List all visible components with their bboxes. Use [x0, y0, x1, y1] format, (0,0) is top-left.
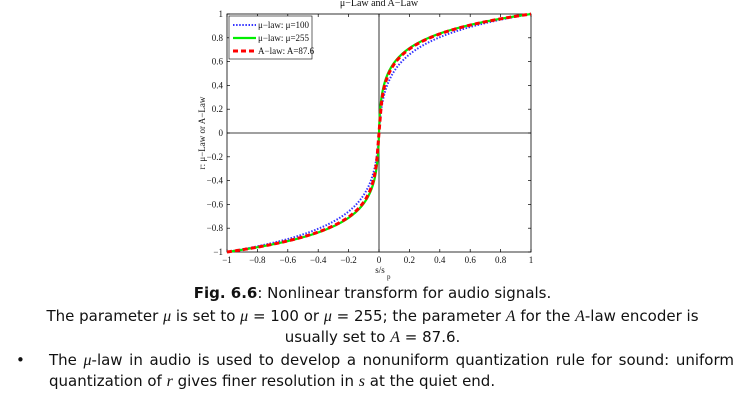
- y-tick-label: 0.8: [212, 33, 224, 43]
- x-tick-label: −0.6: [280, 255, 297, 265]
- y-tick-label: −0.6: [207, 199, 224, 209]
- param-text-3: = 100 or: [248, 307, 324, 325]
- y-axis-label: r: μ−Law or A−Law: [197, 96, 207, 169]
- bullet-text-3: gives finer resolution in: [172, 372, 359, 390]
- bullet-text: The μ-law in audio is used to develop a …: [49, 350, 734, 392]
- y-tick-label: 0: [219, 128, 224, 138]
- legend-label-3: A−law: A=87.6: [258, 46, 315, 56]
- a-symbol: A: [390, 329, 401, 346]
- x-tick-label: 0.8: [495, 255, 507, 265]
- y-tick-label: 0.4: [212, 80, 224, 90]
- parameter-paragraph: The parameter μ is set to μ = 100 or μ =…: [0, 306, 745, 348]
- mu-symbol: μ: [83, 352, 92, 369]
- legend-label-1: μ−law: μ=100: [258, 20, 310, 30]
- mu-symbol: μ: [323, 308, 332, 325]
- x-tick-label: 0.2: [404, 255, 415, 265]
- chart-svg: −1−1 −0.8 −0.8 −0.6 −0.6 −0.4 −0.4 −0.2 −0.2 0 0 0.…: [197, 0, 534, 281]
- mu-symbol: μ: [240, 308, 249, 325]
- x-tick-label: −0.8: [249, 255, 266, 265]
- y-tick-label: 0.6: [212, 57, 224, 67]
- series-line-1: [226, 13, 532, 253]
- figure-label: Fig. 6.6: [193, 284, 258, 302]
- x-tick-label: −0.2: [340, 255, 356, 265]
- x-tick-label: 0: [377, 255, 382, 265]
- figure-caption-text: : Nonlinear transform for audio signals.: [257, 284, 552, 302]
- param-text-4: = 255; the parameter: [331, 307, 506, 325]
- bullet-text-4: at the quiet end.: [365, 372, 496, 390]
- y-tick-label: −0.8: [207, 223, 224, 233]
- s-symbol: s: [358, 373, 365, 390]
- x-axis-label: s/s: [375, 265, 385, 275]
- param-text-2: is set to: [171, 307, 241, 325]
- y-tick-label: −1: [213, 247, 223, 257]
- param-text-6: -law encoder is usually set to: [284, 307, 699, 346]
- x-tick-label: 0.4: [434, 255, 446, 265]
- bullet-dot: •: [16, 351, 25, 369]
- bullet-text-2: -law in audio is used to develop a nonun…: [49, 351, 734, 390]
- y-tick-label: 1: [219, 9, 224, 19]
- y-tick-label: −0.2: [207, 152, 223, 162]
- bullet-text-1: The: [49, 351, 84, 369]
- x-tick-label: 0.6: [465, 255, 477, 265]
- param-text-1: The parameter: [46, 307, 164, 325]
- a-symbol: A: [505, 308, 516, 325]
- chart-title: μ−Law and A−Law: [340, 0, 419, 9]
- series-line-3: [226, 12, 532, 254]
- x-tick-label: −1: [222, 255, 232, 265]
- figure-caption: Fig. 6.6: Nonlinear transform for audio …: [0, 283, 745, 303]
- a-symbol: A: [575, 308, 585, 325]
- legend-label-2: μ−law: μ=255: [258, 33, 310, 43]
- param-text-5: for the: [515, 307, 576, 325]
- mu-symbol: μ: [163, 308, 172, 325]
- y-tick-label: −0.4: [207, 176, 224, 186]
- chart: −1 −1 −0.8 −0.8 −0.6 −0.6 −0.4 −0.4 −0.2 −0.2 0 0 0.…: [197, 0, 534, 281]
- x-axis-label-subscript: p: [387, 273, 391, 281]
- y-tick-label: 0.2: [212, 104, 223, 114]
- x-tick-label: −0.4: [310, 255, 327, 265]
- x-tick-label: 1: [529, 255, 534, 265]
- param-text-7: = 87.6.: [400, 328, 461, 346]
- r-symbol: r: [166, 373, 173, 390]
